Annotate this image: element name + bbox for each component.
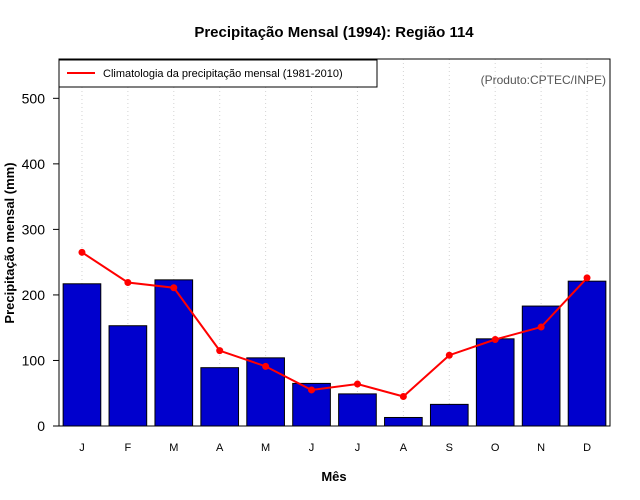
bar-a-4 [200, 367, 240, 427]
bar-d-12 [567, 280, 607, 427]
source-note: (Produto:CPTEC/INPE) [481, 73, 606, 87]
x-tick-label: M [169, 442, 178, 454]
y-tick-label: 300 [22, 221, 46, 237]
bar-j-7 [338, 393, 377, 427]
climatology-line [81, 251, 588, 398]
x-tick-label: S [446, 442, 453, 454]
bar-f-2 [108, 325, 148, 427]
x-tick-label: J [309, 442, 315, 454]
climatology-point [353, 380, 361, 388]
climatology-point [537, 323, 545, 331]
x-tick-label: J [79, 442, 85, 454]
x-tick-label: A [216, 442, 224, 454]
climatology-point [445, 351, 453, 359]
x-tick-label: J [355, 442, 361, 454]
chart-title: Precipitação Mensal (1994): Região 114 [194, 24, 474, 41]
y-axis-label: Precipitação mensal (mm) [2, 162, 17, 323]
y-tick-label: 100 [22, 352, 46, 368]
x-tick-label: O [491, 442, 500, 454]
bar-s-9 [429, 403, 469, 427]
legend-box [58, 59, 378, 88]
bars [62, 279, 607, 427]
x-tick-label: F [125, 442, 132, 454]
y-tick-label: 0 [37, 418, 45, 434]
bar-j-1 [62, 283, 102, 427]
legend: Climatologia da precipitação mensal (198… [58, 59, 378, 88]
climatology-point [216, 347, 224, 355]
bar-a-8 [384, 416, 423, 427]
climatology-point [399, 393, 407, 401]
legend-label: Climatologia da precipitação mensal (198… [103, 68, 343, 80]
climatology-point [170, 284, 178, 292]
climatology-point [78, 248, 86, 256]
climatology-point [583, 274, 591, 282]
bar-o-10 [475, 338, 515, 427]
x-tick-label: N [537, 442, 545, 454]
x-tick-label: A [400, 442, 408, 454]
y-tick-label: 200 [22, 287, 46, 303]
y-axis: 0 100 200 300 400 500 [22, 90, 60, 434]
bar-m-3 [154, 279, 194, 427]
x-axis-label: Mês [321, 469, 346, 484]
climatology-line-layer [78, 248, 591, 401]
climatology-point [308, 386, 316, 394]
y-tick-label: 400 [22, 156, 46, 172]
climatology-point [491, 335, 499, 343]
climatology-point [262, 362, 270, 370]
x-tick-label: D [583, 442, 591, 454]
y-tick-label: 500 [22, 90, 46, 106]
x-tick-label: M [261, 442, 270, 454]
climatology-point [124, 278, 132, 286]
